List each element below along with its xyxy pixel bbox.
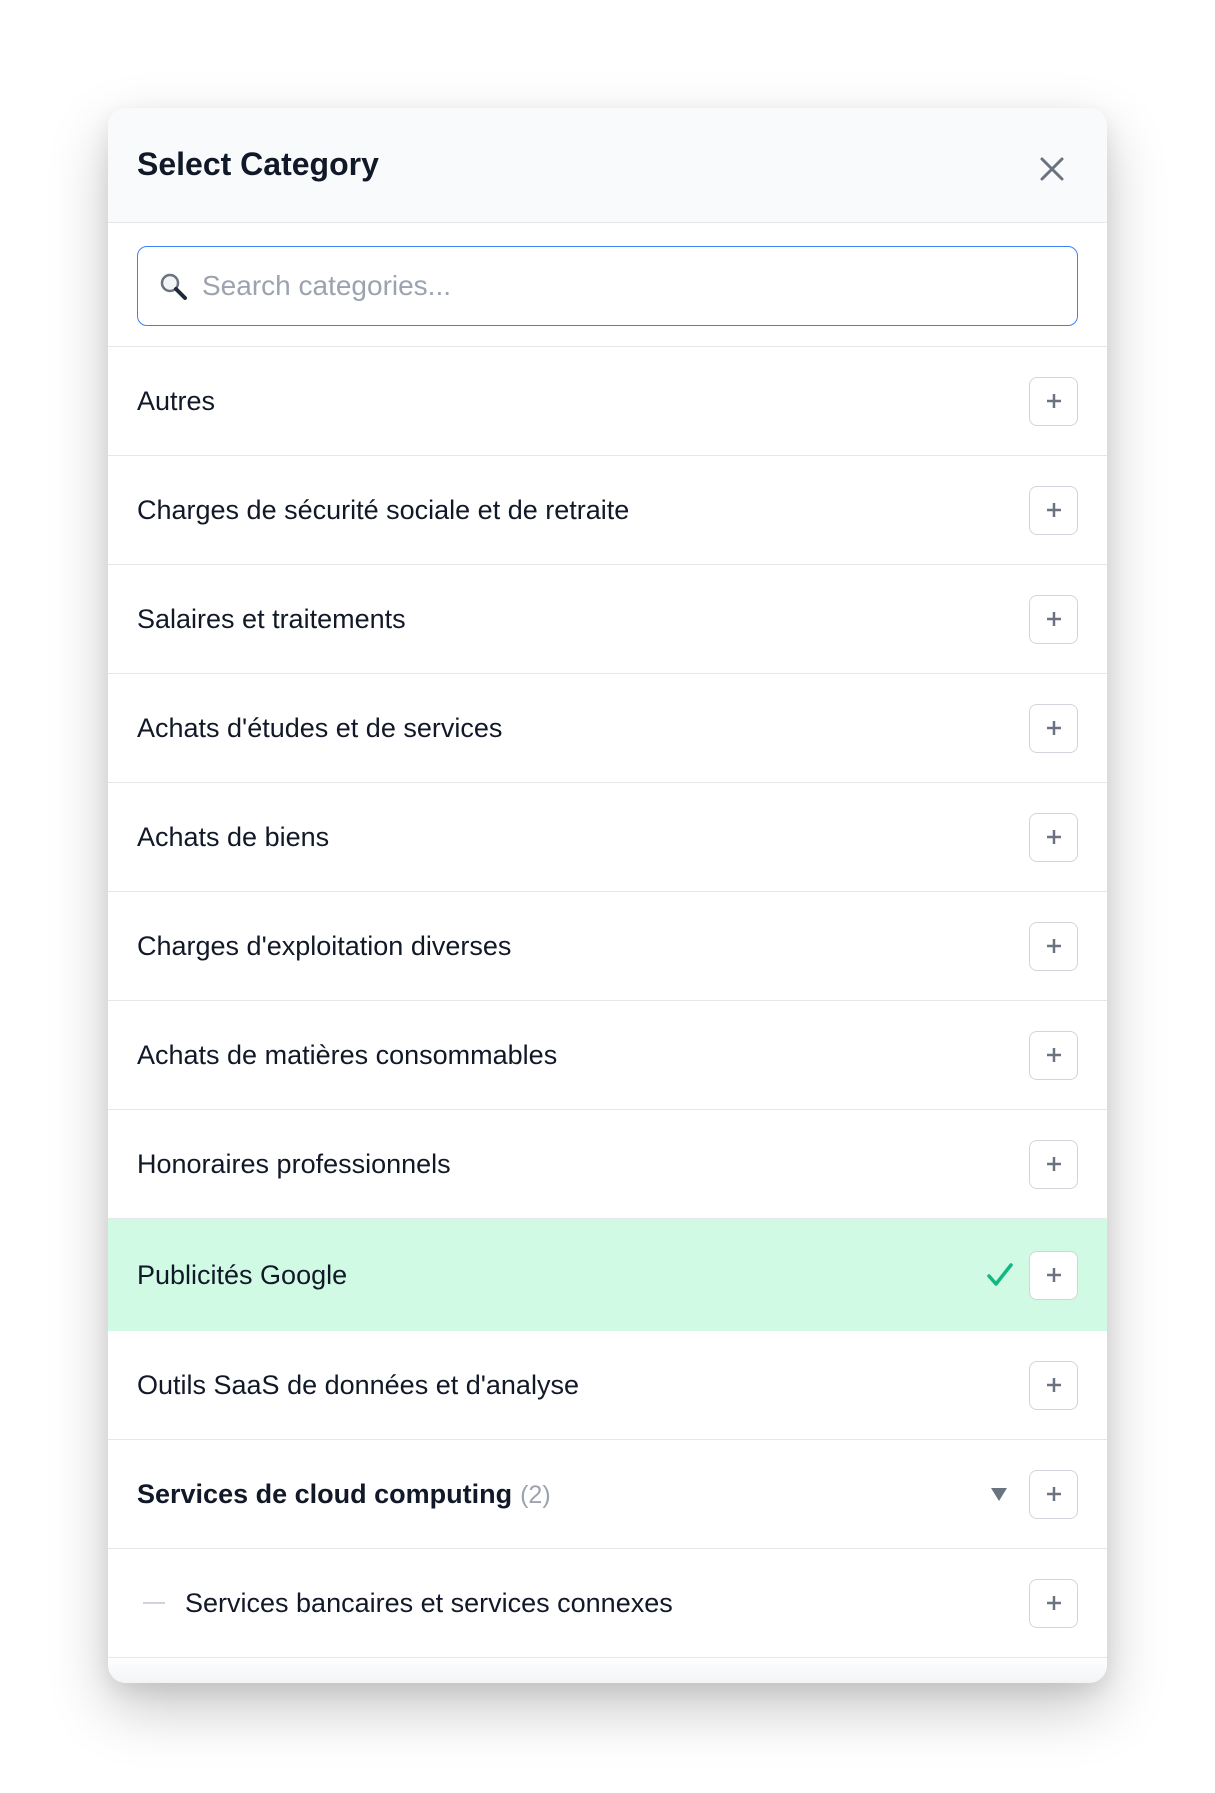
category-name: Salaires et traitements [137, 603, 406, 634]
plus-icon [1046, 1487, 1061, 1501]
category-item[interactable]: Outils SaaS de données et d'analyse [108, 1331, 1107, 1440]
category-item[interactable]: Achats d'études et de services [108, 674, 1107, 783]
category-name: Autres [137, 385, 216, 416]
modal-title: Select Category [137, 146, 379, 182]
add-subcategory-button[interactable] [1029, 376, 1078, 426]
plus-icon [1046, 939, 1061, 953]
category-name: Publicités Google [137, 1259, 348, 1290]
plus-icon [1046, 1268, 1061, 1282]
close-icon [1040, 157, 1064, 181]
add-subcategory-button[interactable] [1029, 921, 1078, 971]
plus-icon [1046, 1157, 1061, 1171]
plus-icon [1046, 1048, 1061, 1062]
category-label: Services bancaires et services connexes [185, 1588, 1029, 1619]
subcategory-count: (2) [520, 1480, 551, 1509]
category-label: Publicités Google [137, 1260, 985, 1291]
category-item[interactable]: Autres [108, 347, 1107, 456]
plus-icon [1046, 721, 1061, 735]
search-input[interactable] [200, 269, 1077, 303]
select-category-modal: Select Category Autres Charges de sécurit… [108, 108, 1107, 1683]
add-subcategory-button[interactable] [1029, 1250, 1078, 1300]
scroll-fade [108, 1655, 1107, 1683]
category-label: Charges d'exploitation diverses [137, 931, 1029, 962]
category-name: Honoraires professionnels [137, 1148, 451, 1179]
category-label: Achats de biens [137, 822, 1029, 853]
plus-icon [1046, 1378, 1061, 1392]
plus-icon [1046, 503, 1061, 517]
add-subcategory-button[interactable] [1029, 594, 1078, 644]
search-section [108, 223, 1107, 347]
plus-icon [1046, 394, 1061, 408]
category-name: Services de cloud computing [137, 1478, 513, 1509]
category-name: Achats d'études et de services [137, 712, 503, 743]
category-name: Achats de biens [137, 821, 330, 852]
category-item[interactable]: Charges de sécurité sociale et de retrai… [108, 456, 1107, 565]
category-label: Outils SaaS de données et d'analyse [137, 1370, 1029, 1401]
add-subcategory-button[interactable] [1029, 1139, 1078, 1189]
category-name: Charges de sécurité sociale et de retrai… [137, 494, 630, 525]
category-label: Achats d'études et de services [137, 713, 1029, 744]
category-list: Autres Charges de sécurité sociale et de … [108, 347, 1107, 1658]
add-subcategory-button[interactable] [1029, 485, 1078, 535]
category-name: Services bancaires et services connexes [185, 1587, 673, 1618]
category-item[interactable]: Achats de biens [108, 783, 1107, 892]
close-button[interactable] [1037, 154, 1067, 184]
add-subcategory-button[interactable] [1029, 1360, 1078, 1410]
check-icon [987, 1263, 1013, 1286]
category-item[interactable]: Services bancaires et services connexes [108, 1549, 1107, 1658]
category-item[interactable]: Achats de matières consommables [108, 1001, 1107, 1110]
category-label: Autres [137, 386, 1029, 417]
category-name: Outils SaaS de données et d'analyse [137, 1369, 579, 1400]
category-name: Achats de matières consommables [137, 1039, 558, 1070]
modal-header: Select Category [108, 108, 1107, 223]
add-subcategory-button[interactable] [1029, 1578, 1078, 1628]
plus-icon [1046, 830, 1061, 844]
child-indent-dash [143, 1602, 165, 1604]
search-box[interactable] [137, 246, 1078, 326]
category-label: Services de cloud computing (2) [137, 1479, 991, 1510]
plus-icon [1046, 612, 1061, 626]
expand-caret-icon[interactable] [991, 1487, 1007, 1501]
category-label: Salaires et traitements [137, 604, 1029, 635]
category-label: Achats de matières consommables [137, 1040, 1029, 1071]
category-item[interactable]: Charges d'exploitation diverses [108, 892, 1107, 1001]
add-subcategory-button[interactable] [1029, 812, 1078, 862]
add-subcategory-button[interactable] [1029, 1030, 1078, 1080]
category-name: Charges d'exploitation diverses [137, 930, 512, 961]
search-icon [160, 273, 187, 300]
category-item[interactable]: Services de cloud computing (2) [108, 1440, 1107, 1549]
add-subcategory-button[interactable] [1029, 1469, 1078, 1519]
category-item[interactable]: Salaires et traitements [108, 565, 1107, 674]
category-item[interactable]: Honoraires professionnels [108, 1110, 1107, 1219]
category-item[interactable]: Publicités Google [108, 1219, 1107, 1331]
plus-icon [1046, 1596, 1061, 1610]
category-label: Charges de sécurité sociale et de retrai… [137, 495, 1029, 526]
category-label: Honoraires professionnels [137, 1149, 1029, 1180]
add-subcategory-button[interactable] [1029, 703, 1078, 753]
